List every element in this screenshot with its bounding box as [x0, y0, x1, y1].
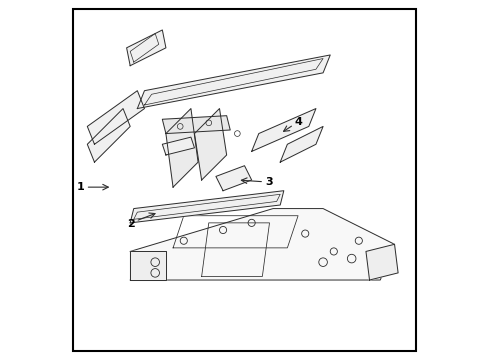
Polygon shape — [87, 109, 130, 162]
Polygon shape — [162, 137, 194, 155]
Polygon shape — [137, 55, 329, 109]
Text: 1: 1 — [77, 182, 84, 192]
Polygon shape — [280, 126, 323, 162]
Text: 4: 4 — [294, 117, 302, 127]
Text: 2: 2 — [127, 219, 135, 229]
Polygon shape — [365, 244, 397, 280]
Polygon shape — [130, 251, 165, 280]
Polygon shape — [126, 30, 165, 66]
Text: 3: 3 — [264, 177, 272, 187]
Polygon shape — [165, 109, 198, 187]
Polygon shape — [130, 191, 283, 223]
Polygon shape — [87, 91, 144, 144]
Polygon shape — [194, 109, 226, 180]
Polygon shape — [251, 109, 315, 152]
Polygon shape — [216, 166, 251, 191]
FancyBboxPatch shape — [73, 9, 415, 351]
Polygon shape — [162, 116, 230, 134]
Polygon shape — [130, 208, 394, 280]
